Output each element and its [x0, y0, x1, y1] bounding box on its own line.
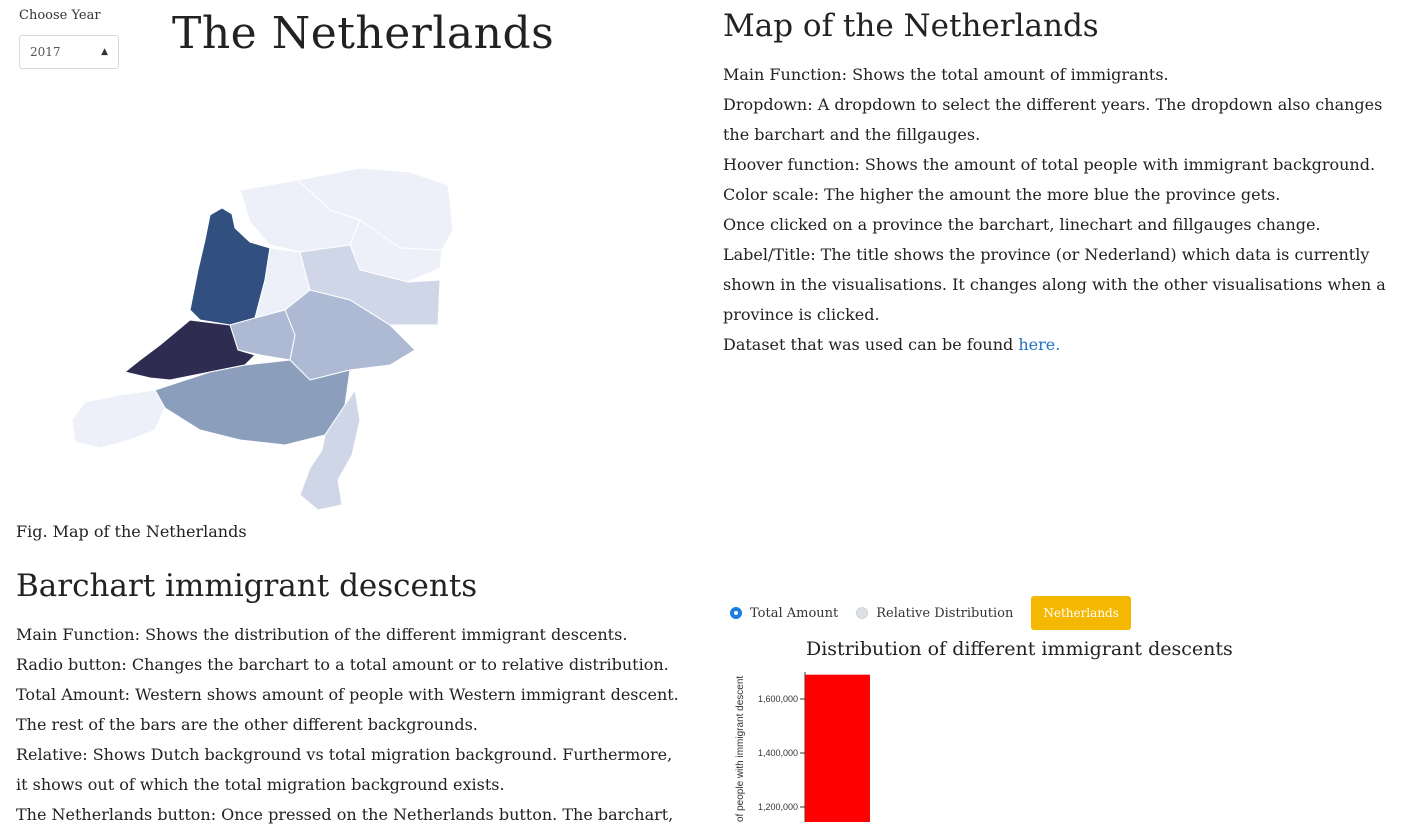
dataset-line: Dataset that was used can be found here.: [723, 330, 1403, 360]
map-caption: Fig. Map of the Netherlands: [16, 522, 247, 541]
y-tick-label: 1,200,000: [758, 802, 798, 812]
y-axis-label: of people with immigrant descent: [735, 676, 746, 822]
chart-title: Distribution of different immigrant desc…: [806, 638, 1233, 660]
bars: [805, 674, 870, 822]
province-zuid-holland[interactable]: [123, 319, 256, 381]
y-tick-label: 1,600,000: [758, 694, 798, 704]
bar-desc-line: Main Function: Shows the distribution of…: [16, 625, 628, 644]
year-dropdown-value: 2017: [30, 45, 61, 59]
map-desc-line: Label/Title: The title shows the provinc…: [723, 245, 1386, 324]
netherlands-button[interactable]: Netherlands: [1031, 596, 1131, 630]
bar-desc-line: The Netherlands button: Once pressed on …: [16, 805, 674, 824]
radio-relative-label: Relative Distribution: [876, 605, 1014, 621]
bar-desc-line: Radio button: Changes the barchart to a …: [16, 655, 669, 674]
province-limburg[interactable]: [299, 388, 361, 511]
radio-unselected-icon[interactable]: [856, 607, 869, 619]
barchart-section-heading: Barchart immigrant descents: [16, 568, 478, 604]
radio-selected-icon[interactable]: [730, 607, 742, 619]
map-description: Main Function: Shows the total amount of…: [723, 60, 1403, 360]
y-ticks: 1,600,000 1,400,000 1,200,000: [758, 694, 805, 812]
map-desc-line: Once clicked on a province the barchart,…: [723, 215, 1321, 234]
bar-desc-line: Relative: Shows Dutch background vs tota…: [16, 745, 673, 794]
chart-controls: Total Amount Relative Distribution Nethe…: [730, 596, 1131, 630]
radio-total-amount[interactable]: Total Amount: [730, 606, 838, 621]
dataset-text: Dataset that was used can be found: [723, 335, 1019, 354]
radio-total-label: Total Amount: [750, 605, 839, 621]
year-dropdown[interactable]: 2017 ▲: [19, 35, 119, 69]
dataset-link[interactable]: here.: [1018, 335, 1061, 354]
map-desc-line: Main Function: Shows the total amount of…: [723, 65, 1169, 84]
map-desc-line: Hoover function: Shows the amount of tot…: [723, 155, 1376, 174]
page-title: The Netherlands: [172, 8, 555, 59]
year-label: Choose Year: [19, 8, 101, 23]
y-tick-label: 1,400,000: [758, 748, 798, 758]
netherlands-map: [71, 167, 454, 511]
immigrant-descents-chart: of people with immigrant descent 1,600,0…: [735, 672, 870, 822]
bar[interactable]: [805, 674, 870, 822]
map-desc-line: Dropdown: A dropdown to select the diffe…: [723, 95, 1383, 144]
province-zeeland[interactable]: [71, 389, 166, 449]
updown-arrows-icon: ▲: [101, 47, 108, 57]
barchart-description: Main Function: Shows the distribution of…: [16, 620, 686, 830]
bar-desc-line: Total Amount: Western shows amount of pe…: [16, 685, 679, 734]
map-section-heading: Map of the Netherlands: [723, 8, 1099, 44]
map-desc-line: Color scale: The higher the amount the m…: [723, 185, 1281, 204]
radio-relative-distribution[interactable]: Relative Distribution: [856, 606, 1013, 621]
